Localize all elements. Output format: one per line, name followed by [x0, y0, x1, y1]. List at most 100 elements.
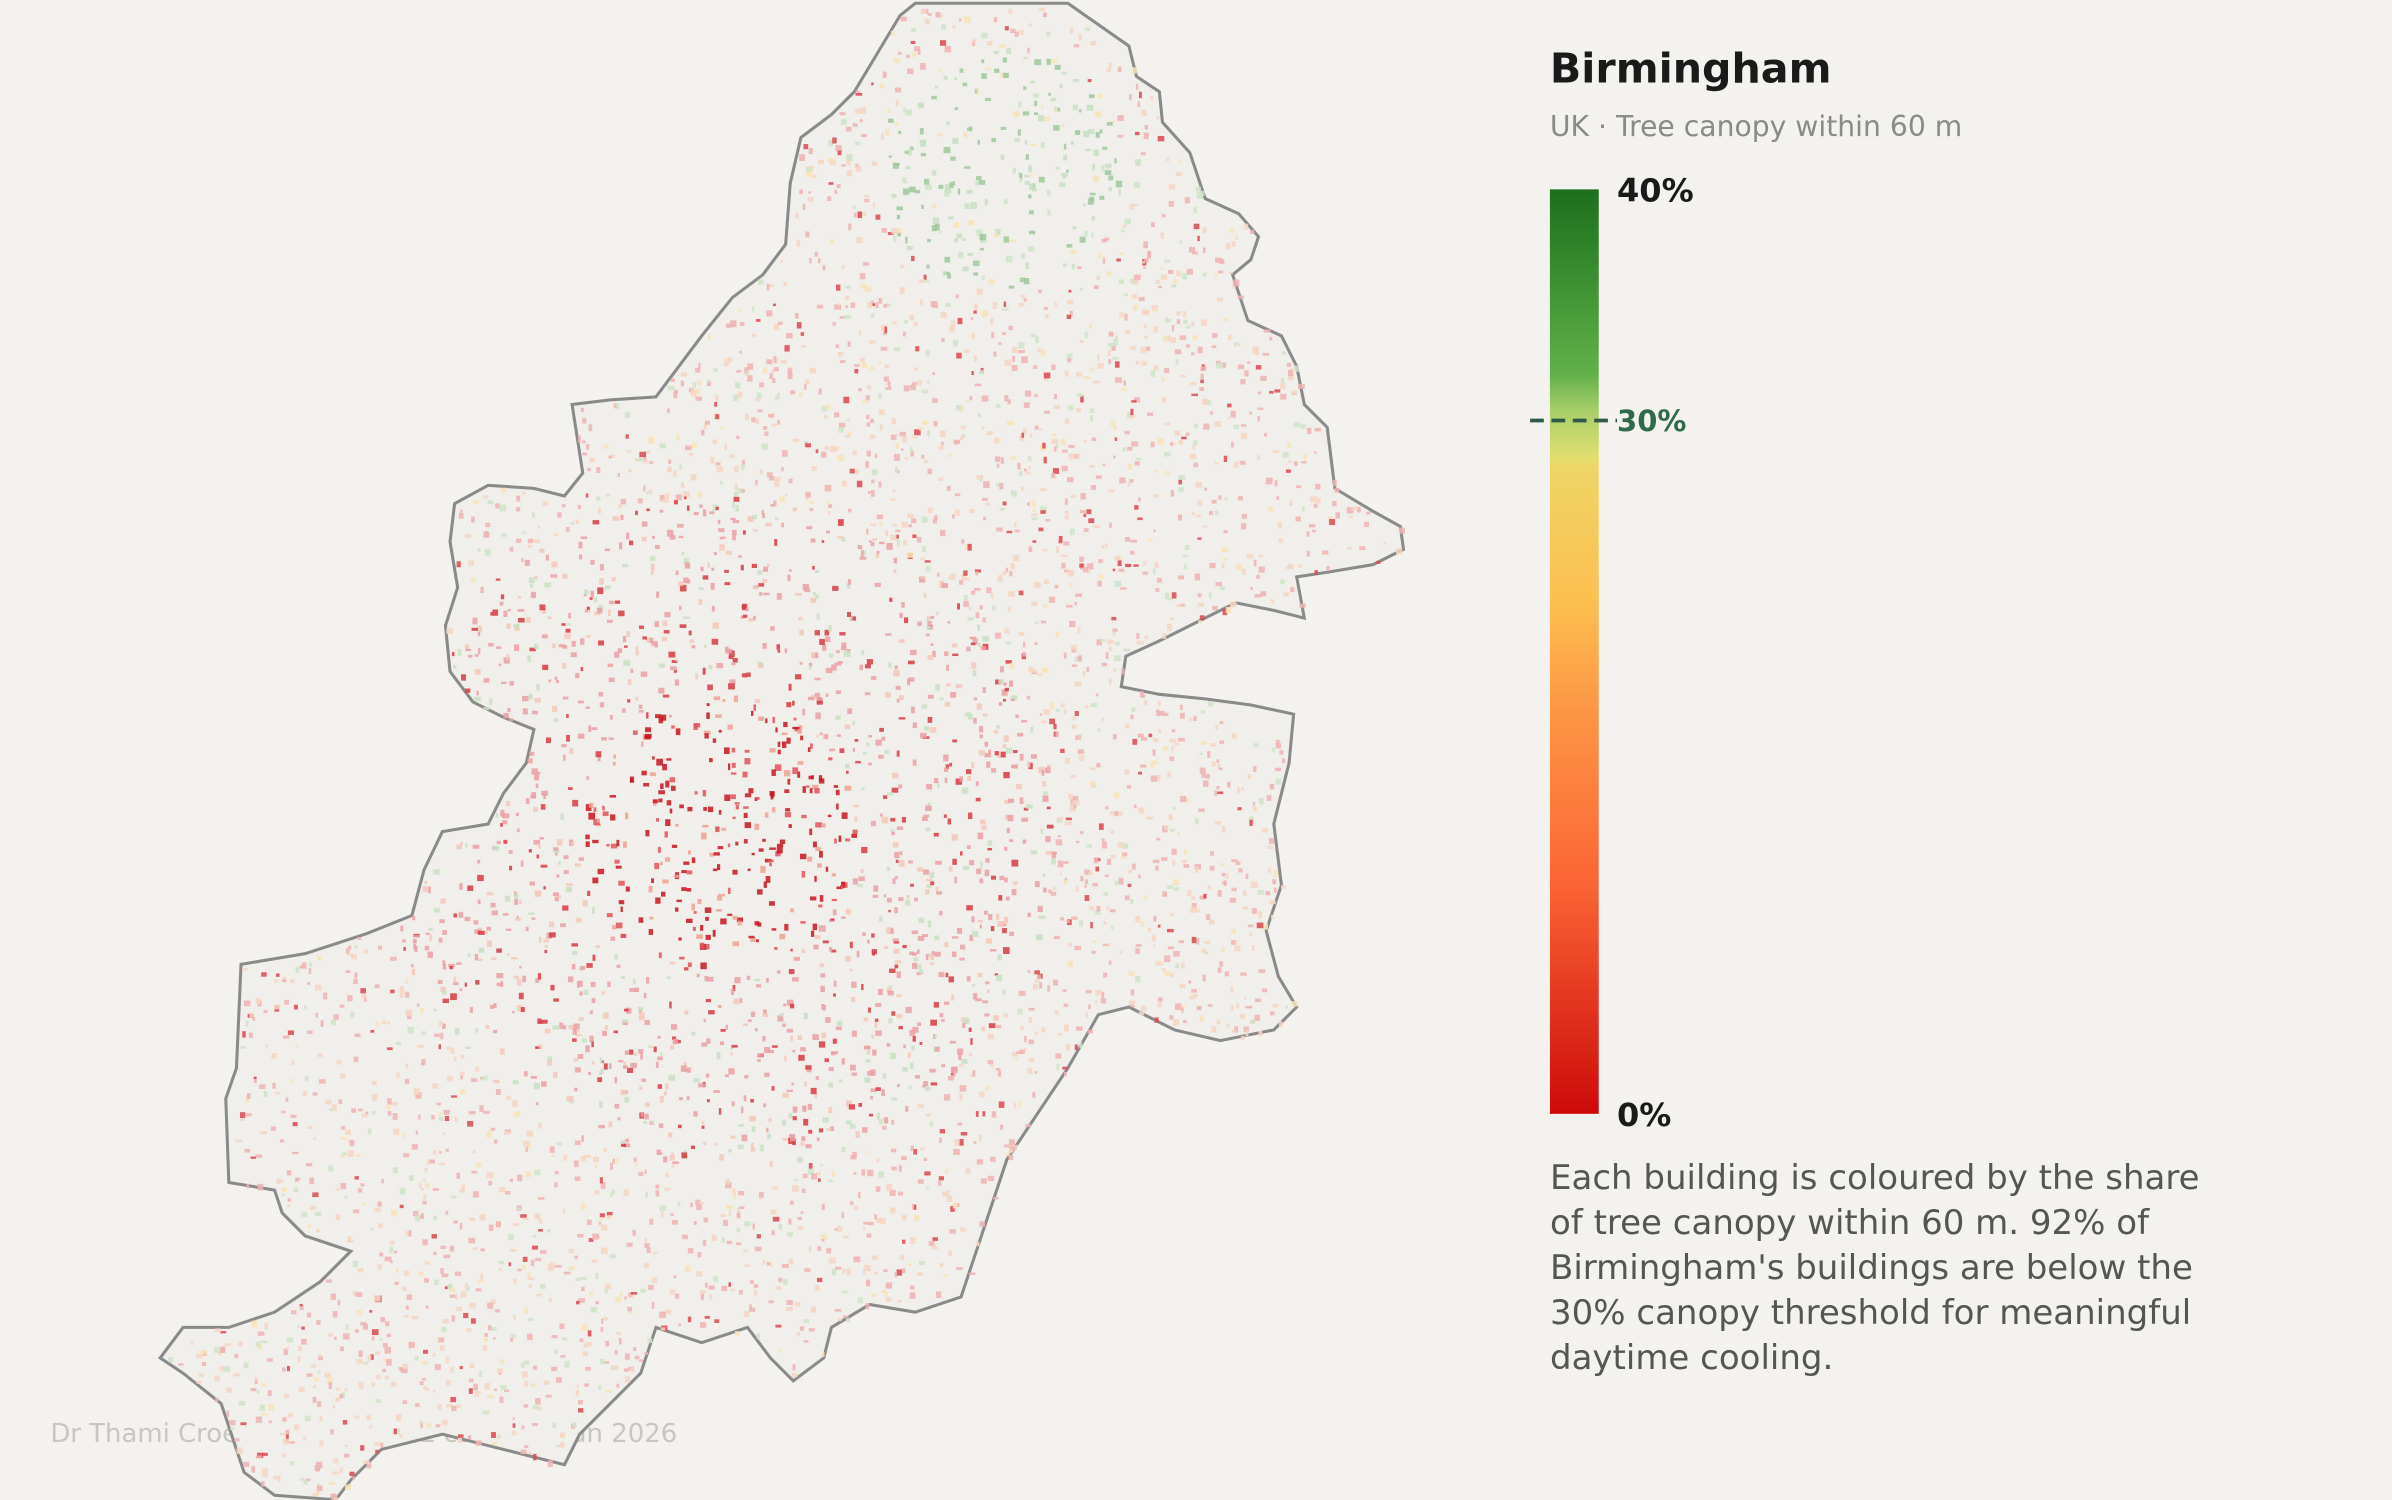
building-texture — [770, 1209, 777, 1215]
building-texture — [1064, 569, 1071, 573]
building-texture — [1219, 863, 1225, 866]
building-texture — [1114, 811, 1119, 817]
building-texture — [858, 330, 862, 335]
building-texture — [1166, 157, 1170, 162]
building-texture — [224, 1343, 231, 1346]
building-texture — [792, 1364, 796, 1371]
building-texture — [603, 1317, 608, 1321]
building-texture — [498, 1267, 502, 1271]
building-texture — [1193, 715, 1197, 722]
building-texture — [332, 1311, 338, 1318]
building-texture — [243, 1000, 251, 1007]
building-texture — [375, 1021, 379, 1027]
building-texture — [1025, 1124, 1032, 1128]
building-texture — [341, 1152, 348, 1156]
building-texture — [460, 1075, 464, 1080]
building-texture — [586, 444, 590, 450]
building-texture — [610, 814, 616, 821]
building-texture — [738, 555, 742, 558]
building-texture — [1028, 1058, 1035, 1063]
building-texture — [562, 662, 567, 669]
building-texture — [846, 581, 851, 589]
building-texture — [797, 771, 801, 778]
building-texture — [944, 271, 950, 275]
building-texture — [1055, 731, 1059, 738]
building-texture — [894, 228, 902, 235]
building-texture — [912, 962, 917, 969]
building-texture — [1264, 432, 1267, 437]
building-texture — [630, 1367, 635, 1373]
building-texture — [919, 969, 924, 974]
building-texture — [1153, 494, 1159, 498]
building-texture — [876, 1158, 880, 1163]
building-texture — [1080, 831, 1084, 834]
building-texture — [1395, 548, 1403, 555]
building-texture — [1197, 537, 1202, 540]
building-texture — [392, 1113, 398, 1120]
building-texture — [655, 714, 662, 719]
building-texture — [1084, 879, 1088, 885]
building-texture — [617, 1117, 621, 1121]
building-texture — [665, 780, 670, 788]
building-texture — [585, 1366, 591, 1371]
building-texture — [886, 867, 890, 871]
building-texture — [792, 767, 799, 775]
building-texture — [683, 558, 689, 564]
building-texture — [531, 768, 538, 775]
building-texture — [369, 1310, 373, 1313]
building-texture — [246, 1093, 251, 1100]
building-texture — [793, 956, 800, 961]
building-texture — [1050, 702, 1055, 710]
building-texture — [482, 495, 489, 499]
building-texture — [465, 1046, 471, 1049]
building-texture — [522, 708, 528, 715]
building-texture — [758, 583, 765, 587]
building-texture — [351, 954, 357, 960]
building-texture — [1046, 58, 1051, 65]
building-texture — [1024, 180, 1031, 185]
building-texture — [967, 617, 974, 621]
building-texture — [1088, 94, 1095, 99]
building-texture — [794, 1178, 798, 1182]
building-texture — [839, 112, 846, 116]
building-texture — [595, 1301, 599, 1305]
building-texture — [429, 934, 432, 941]
building-texture — [964, 203, 970, 210]
building-texture — [998, 1101, 1005, 1108]
building-texture — [867, 490, 871, 494]
building-texture — [571, 943, 579, 947]
building-texture — [725, 1024, 728, 1030]
building-texture — [551, 1153, 555, 1158]
building-texture — [332, 1404, 336, 1409]
building-texture — [571, 640, 576, 647]
building-texture — [523, 1445, 529, 1449]
building-texture — [1108, 646, 1112, 652]
building-texture — [1000, 751, 1006, 758]
building-texture — [358, 1350, 363, 1358]
building-texture — [1134, 131, 1140, 136]
building-texture — [981, 73, 987, 79]
building-texture — [903, 1044, 906, 1049]
building-texture — [701, 429, 705, 436]
building-texture — [1030, 754, 1037, 759]
building-texture — [520, 1449, 527, 1455]
building-texture — [257, 1331, 265, 1336]
building-texture — [1175, 1003, 1182, 1011]
building-texture — [1272, 1003, 1279, 1008]
building-texture — [1003, 199, 1008, 205]
building-texture — [191, 1341, 194, 1346]
building-texture — [911, 1203, 915, 1210]
building-texture — [930, 643, 934, 646]
building-texture — [467, 953, 471, 957]
building-texture — [720, 918, 727, 925]
building-texture — [629, 987, 637, 992]
building-texture — [993, 17, 998, 23]
building-texture — [1066, 477, 1074, 483]
building-texture — [709, 852, 714, 857]
building-texture — [824, 636, 831, 642]
building-texture — [415, 1403, 420, 1407]
building-texture — [1086, 667, 1090, 672]
building-texture — [1095, 693, 1099, 697]
building-texture — [600, 1060, 604, 1064]
